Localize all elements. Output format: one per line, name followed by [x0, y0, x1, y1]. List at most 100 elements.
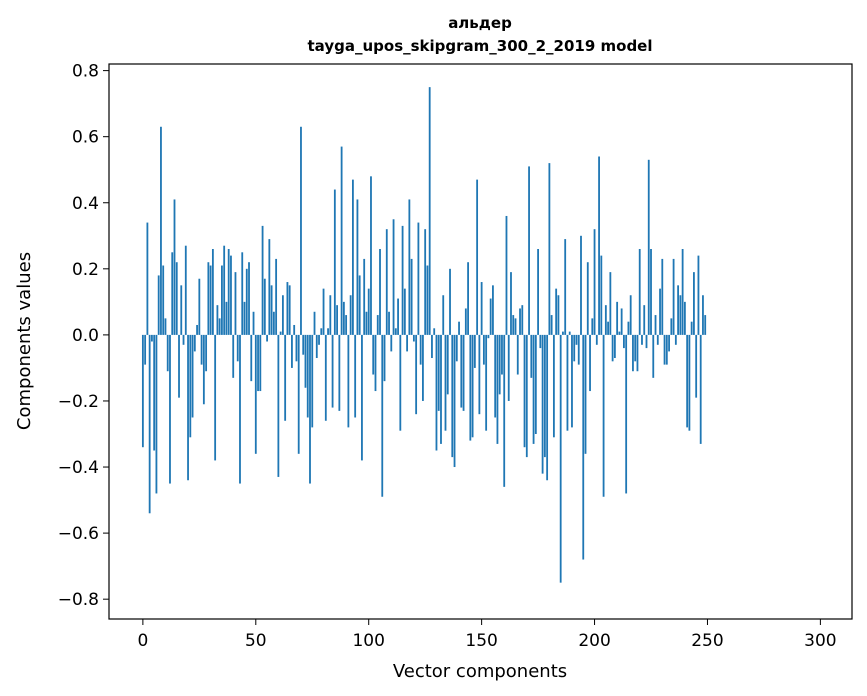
bar — [196, 324, 198, 335]
bar — [227, 249, 230, 335]
bar — [279, 331, 282, 335]
bar — [392, 219, 395, 335]
bar — [275, 258, 278, 335]
bar — [202, 334, 205, 405]
bar — [162, 265, 165, 335]
bar — [166, 334, 169, 372]
bar — [266, 334, 268, 342]
bar — [259, 334, 262, 392]
bar — [394, 328, 397, 335]
bar — [584, 334, 587, 454]
bar — [609, 272, 612, 335]
bar — [482, 334, 485, 365]
bar — [627, 321, 630, 335]
bar — [221, 265, 223, 335]
bar — [184, 245, 187, 335]
bar — [537, 249, 539, 335]
bar — [697, 255, 700, 335]
bar — [333, 189, 336, 335]
bar — [254, 334, 257, 454]
bar — [300, 126, 302, 335]
bar — [315, 334, 318, 359]
chart-title: альдер — [448, 14, 512, 32]
bar — [702, 295, 704, 335]
bar — [415, 334, 418, 415]
bar — [342, 301, 345, 335]
bar — [239, 334, 241, 484]
bar — [379, 249, 381, 335]
bar — [381, 334, 384, 497]
bar — [309, 334, 311, 484]
bar — [589, 334, 591, 392]
bar — [591, 318, 594, 335]
bar — [485, 334, 488, 431]
bar — [419, 334, 422, 365]
bar — [169, 334, 171, 484]
bar — [632, 334, 634, 372]
bar — [178, 334, 180, 398]
y-axis: 0.8 0.6 0.4 0.2 0.0 −0.2 −0.4 −0.6 −0.8 — [58, 62, 109, 610]
bar — [376, 315, 379, 335]
bar — [636, 334, 639, 372]
x-tick-label: 250 — [691, 631, 723, 651]
bar — [155, 334, 158, 494]
bar — [659, 288, 661, 335]
bar — [431, 334, 433, 359]
bar — [699, 334, 702, 444]
bar — [295, 334, 298, 362]
bar — [629, 295, 632, 335]
plot-frame — [108, 63, 853, 620]
bar — [270, 285, 273, 335]
bar — [397, 298, 399, 335]
bar — [467, 262, 469, 335]
bar — [623, 334, 625, 349]
bar — [530, 334, 533, 378]
bar — [652, 334, 655, 378]
bar — [261, 225, 264, 335]
bar — [690, 321, 693, 335]
bar — [347, 334, 350, 428]
bar — [453, 334, 456, 468]
bar — [440, 334, 442, 444]
x-tick-label: 0 — [137, 631, 148, 651]
bar — [661, 258, 664, 335]
bar — [358, 275, 361, 335]
bar — [433, 328, 436, 335]
bar — [654, 315, 657, 335]
bar — [595, 334, 598, 345]
bar — [331, 334, 334, 408]
bar — [153, 334, 156, 451]
bar — [523, 334, 526, 448]
bar — [428, 87, 431, 335]
bar — [363, 258, 366, 335]
chart-subtitle: tayga_upos_skipgram_300_2_2019 model — [308, 37, 653, 55]
bar — [505, 215, 508, 335]
bar — [291, 334, 293, 368]
bar — [277, 334, 280, 477]
bar — [401, 225, 404, 335]
bar — [618, 331, 621, 335]
bar — [230, 255, 232, 335]
bar — [683, 301, 686, 335]
bar — [656, 334, 659, 345]
y-tick-label: −0.8 — [58, 590, 99, 610]
bar — [146, 222, 149, 335]
bar — [446, 334, 449, 395]
bar — [668, 334, 670, 352]
bar — [647, 159, 650, 335]
bar — [546, 334, 549, 481]
bar — [552, 334, 555, 438]
bar — [248, 262, 250, 335]
bar — [144, 334, 147, 365]
bar — [503, 334, 506, 487]
bar — [514, 318, 517, 335]
bar — [460, 334, 463, 408]
bar — [600, 255, 603, 335]
bar — [677, 285, 680, 335]
bar — [507, 334, 510, 401]
bar — [476, 179, 479, 335]
bar — [586, 262, 589, 335]
bar — [349, 295, 352, 335]
bar — [234, 272, 237, 335]
